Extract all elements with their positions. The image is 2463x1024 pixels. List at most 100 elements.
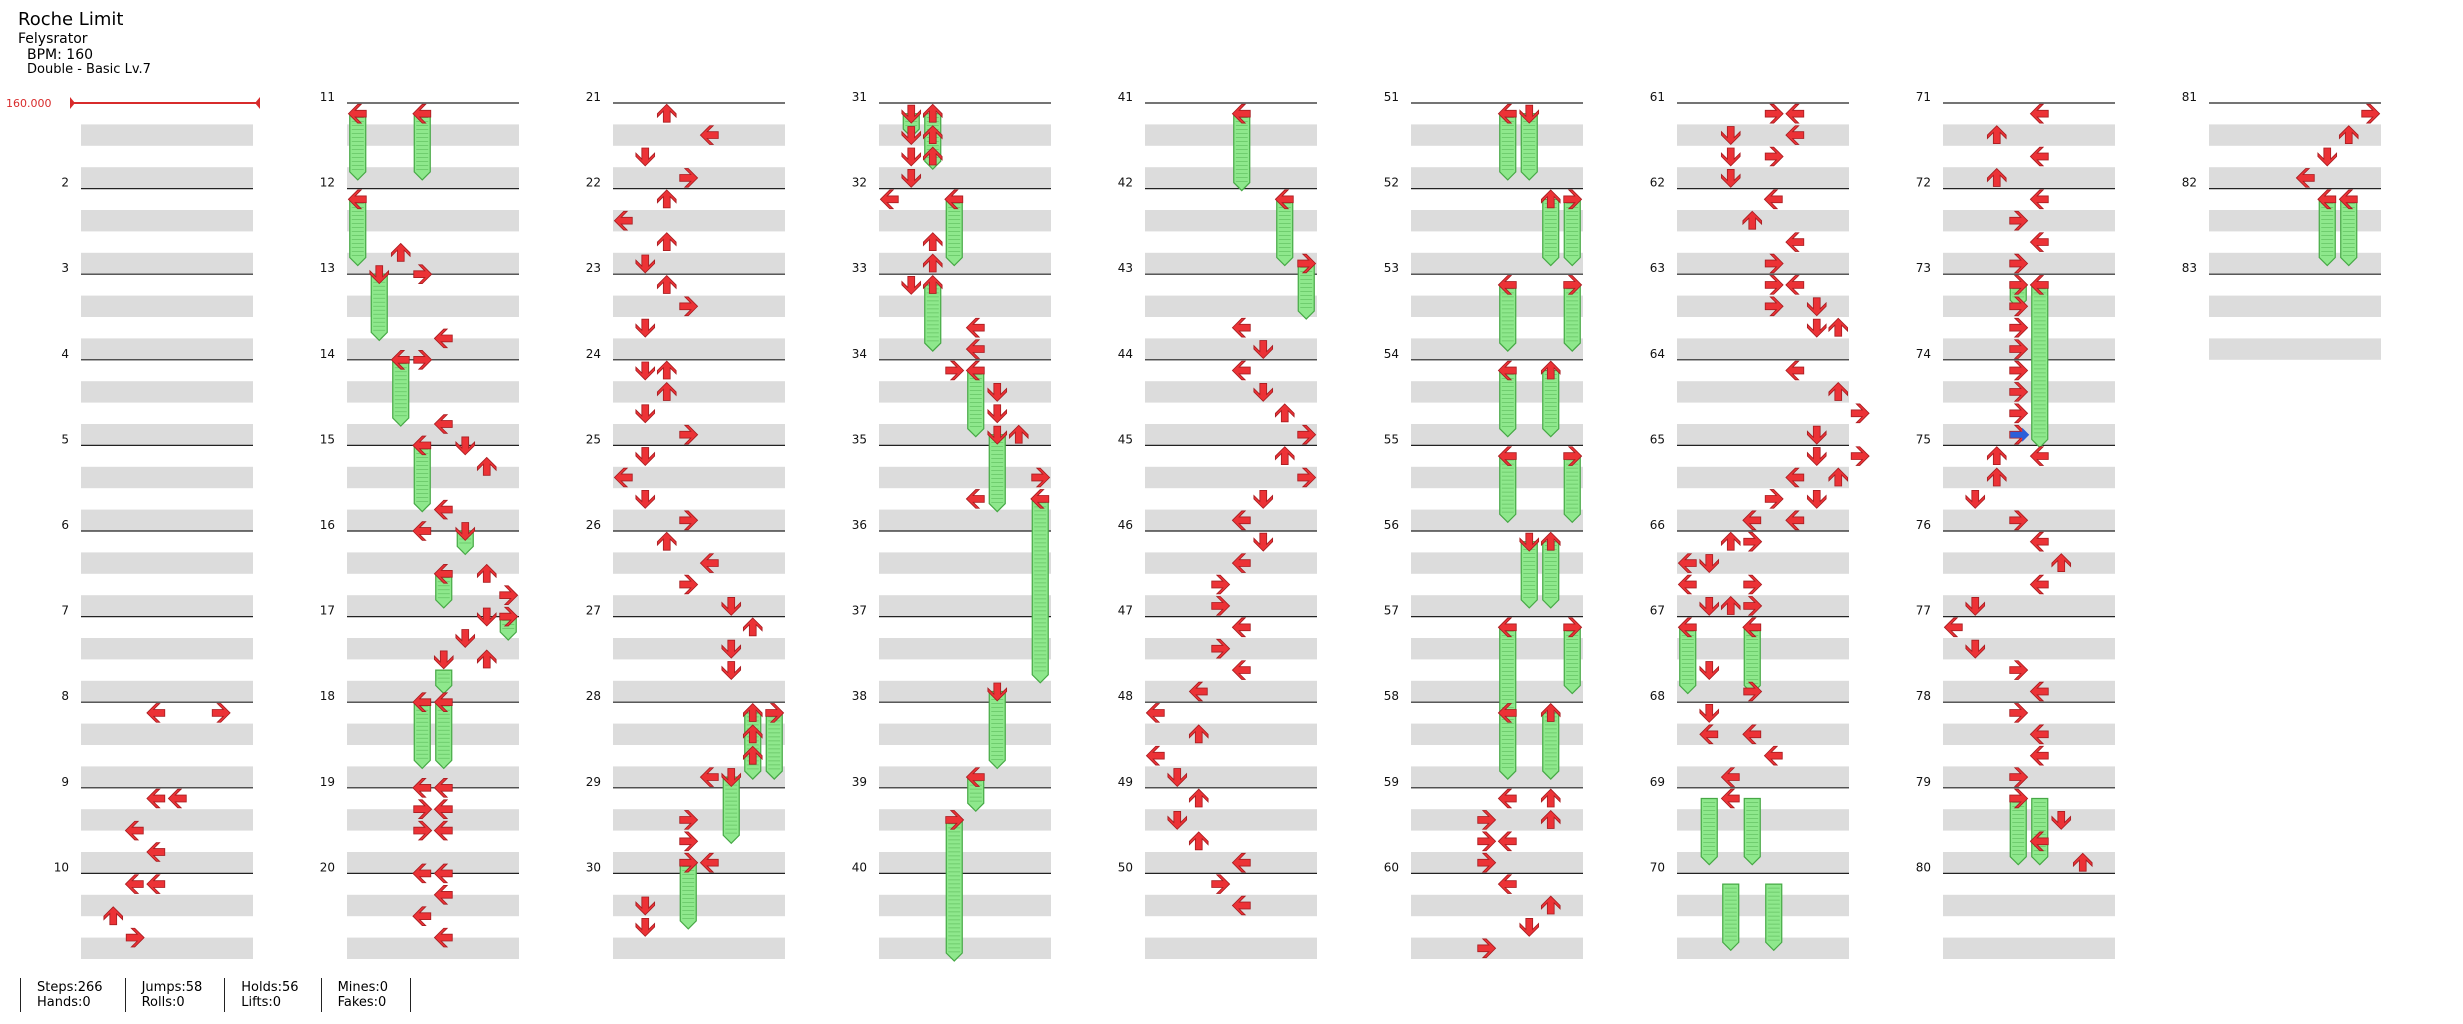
beat-stripe	[1677, 809, 1849, 831]
beat-stripe	[613, 210, 785, 232]
beat-stripe	[1943, 638, 2115, 660]
arrow-up-icon	[1720, 531, 1741, 551]
hold-note	[435, 669, 453, 695]
beat-stripe	[1145, 552, 1317, 574]
beat-stripe	[879, 466, 1051, 489]
arrow-up-icon	[656, 360, 677, 380]
measure-number: 77	[1916, 604, 1931, 618]
beat-stripe	[1145, 466, 1317, 489]
arrow-right-icon	[2009, 660, 2029, 680]
stat-group-jumps: Jumps:58 Rolls:0	[124, 978, 225, 1012]
beat-stripe	[613, 252, 785, 275]
beat-stripe	[2209, 252, 2381, 275]
measure-number: 75	[1916, 432, 1931, 446]
measure-number: 68	[1650, 689, 1665, 703]
measure-number: 18	[320, 689, 335, 703]
arrow-left-icon	[2029, 232, 2049, 252]
measure-number: 46	[1118, 518, 1133, 532]
beat-stripe	[81, 937, 253, 959]
measure-number: 52	[1384, 176, 1399, 190]
beat-stripe	[1145, 894, 1317, 917]
hold-note	[1031, 498, 1049, 684]
beat-stripe	[879, 167, 1051, 189]
arrow-down-icon	[987, 404, 1008, 424]
beat-stripe	[1411, 295, 1583, 317]
arrow-right-icon	[679, 831, 699, 852]
beat-stripe	[81, 723, 253, 745]
arrow-right-icon	[679, 574, 699, 595]
arrow-down-icon	[635, 917, 656, 937]
beat-stripe	[1411, 210, 1583, 232]
beat-stripe	[613, 723, 785, 745]
measure-number: 41	[1118, 90, 1133, 104]
arrow-up-icon	[656, 103, 677, 123]
beat-stripe	[1411, 466, 1583, 489]
hold-note	[1542, 369, 1560, 438]
arrow-right-icon	[1211, 574, 1231, 595]
hold-note	[924, 284, 942, 352]
beat-stripe	[81, 894, 253, 917]
beat-stripe	[81, 680, 253, 703]
hold-note	[1499, 284, 1517, 352]
measure-number: 51	[1384, 90, 1399, 104]
bpm-marker: 160.000	[6, 97, 260, 110]
beat-stripe	[1145, 852, 1317, 874]
hold-note	[1563, 455, 1581, 524]
beat-stripe	[1145, 937, 1317, 959]
beat-stripe	[613, 295, 785, 317]
beat-stripe	[1145, 595, 1317, 617]
measure-number: 3	[61, 261, 69, 275]
arrow-right-icon	[2009, 360, 2029, 381]
beat-stripe	[879, 638, 1051, 660]
beat-stripe	[1145, 680, 1317, 703]
beat-stripe	[347, 894, 519, 917]
beat-stripe	[1411, 552, 1583, 574]
arrow-up-icon	[656, 232, 677, 252]
stat-mines: Mines:0	[337, 980, 389, 995]
beat-stripe	[81, 338, 253, 360]
measure-number: 11	[320, 90, 335, 104]
beat-stripe	[879, 852, 1051, 874]
stat-jumps: Jumps:58	[141, 980, 203, 995]
measure-number: 78	[1916, 689, 1931, 703]
beat-stripe	[347, 680, 519, 703]
arrow-left-icon	[965, 317, 985, 338]
stat-group-steps: Steps:266 Hands:0	[20, 978, 125, 1012]
measure-number: 5	[61, 432, 69, 446]
arrow-down-icon	[1519, 917, 1540, 937]
beat-stripe	[1677, 424, 1849, 446]
arrow-left-icon	[1785, 275, 1805, 295]
measure-number: 4	[61, 347, 69, 361]
beat-stripe	[347, 295, 519, 317]
hold-note	[2318, 198, 2336, 267]
beat-stripe	[879, 894, 1051, 917]
hold-note	[1563, 198, 1581, 267]
beat-stripe	[613, 894, 785, 917]
beat-stripe	[347, 252, 519, 275]
measure-number: 61	[1650, 90, 1665, 104]
beat-stripe	[1943, 124, 2115, 146]
beat-stripe	[879, 295, 1051, 317]
beat-stripe	[1145, 381, 1317, 403]
beat-stripe	[1943, 210, 2115, 232]
measure-number: 32	[852, 176, 867, 190]
difficulty-label: Double - Basic Lv.7	[27, 61, 151, 77]
arrow-left-icon	[1943, 617, 1963, 638]
hold-note	[413, 113, 431, 181]
arrow-left-icon	[1497, 831, 1517, 852]
hold-note	[413, 701, 431, 770]
arrow-up-icon	[656, 531, 677, 551]
arrow-left-icon	[1763, 189, 1783, 210]
beat-stripe	[1411, 937, 1583, 959]
beat-stripe	[613, 338, 785, 360]
beat-stripe	[1411, 638, 1583, 660]
beat-stripe	[1145, 167, 1317, 189]
arrow-up-icon	[742, 617, 763, 637]
arrow-down-icon	[1699, 661, 1720, 680]
beat-stripe	[347, 509, 519, 531]
measure-number: 2	[61, 176, 69, 190]
beat-stripe	[81, 852, 253, 874]
hold-note	[413, 444, 431, 513]
measure-number: 57	[1384, 604, 1399, 618]
arrow-left-icon	[965, 489, 985, 509]
